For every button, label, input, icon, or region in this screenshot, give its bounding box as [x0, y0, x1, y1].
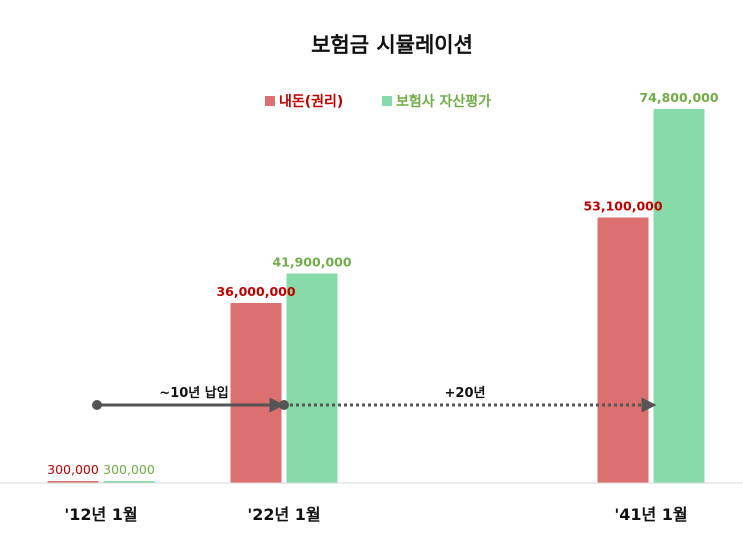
bars-group	[47, 109, 705, 483]
annotation-label-2: +20년	[445, 386, 486, 401]
legend-swatch-series-2	[382, 96, 392, 106]
category-label-3: '41년 1월	[614, 505, 687, 524]
value-label-series-1-cat-2: 36,000,000	[216, 284, 295, 299]
annotation-dotted: +20년	[279, 386, 657, 413]
value-label-series-1-cat-3: 53,100,000	[583, 199, 662, 214]
bar-series-2-cat-3	[653, 109, 705, 483]
legend-label-series-2: 보험사 자산평가	[396, 93, 491, 110]
value-label-series-2-cat-2: 41,900,000	[272, 255, 351, 270]
legend: 내돈(권리) 보험사 자산평가	[265, 93, 491, 110]
bar-series-2-cat-1	[103, 481, 155, 483]
legend-swatch-series-1	[265, 96, 275, 106]
bar-series-2-cat-2	[286, 273, 338, 483]
value-label-series-2-cat-1: 300,000	[103, 462, 155, 477]
annotation-solid: ~10년 납입	[92, 386, 285, 413]
value-label-series-2-cat-3: 74,800,000	[639, 90, 718, 105]
legend-label-series-1: 내돈(권리)	[279, 94, 343, 110]
bar-series-1-cat-1	[47, 481, 99, 483]
category-labels-group: '12년 1월 '22년 1월 '41년 1월	[64, 505, 687, 524]
value-label-series-1-cat-1: 300,000	[47, 462, 99, 477]
value-labels-group: 300,000 300,000 36,000,000 41,900,000 53,100…	[47, 90, 719, 477]
annotation-label-1: ~10년 납입	[159, 386, 228, 401]
bar-series-1-cat-3	[597, 217, 649, 483]
category-label-2: '22년 1월	[247, 505, 320, 524]
category-label-1: '12년 1월	[64, 505, 137, 524]
chart-title: 보험금 시뮬레이션	[311, 33, 473, 57]
bar-series-1-cat-2	[230, 303, 282, 483]
